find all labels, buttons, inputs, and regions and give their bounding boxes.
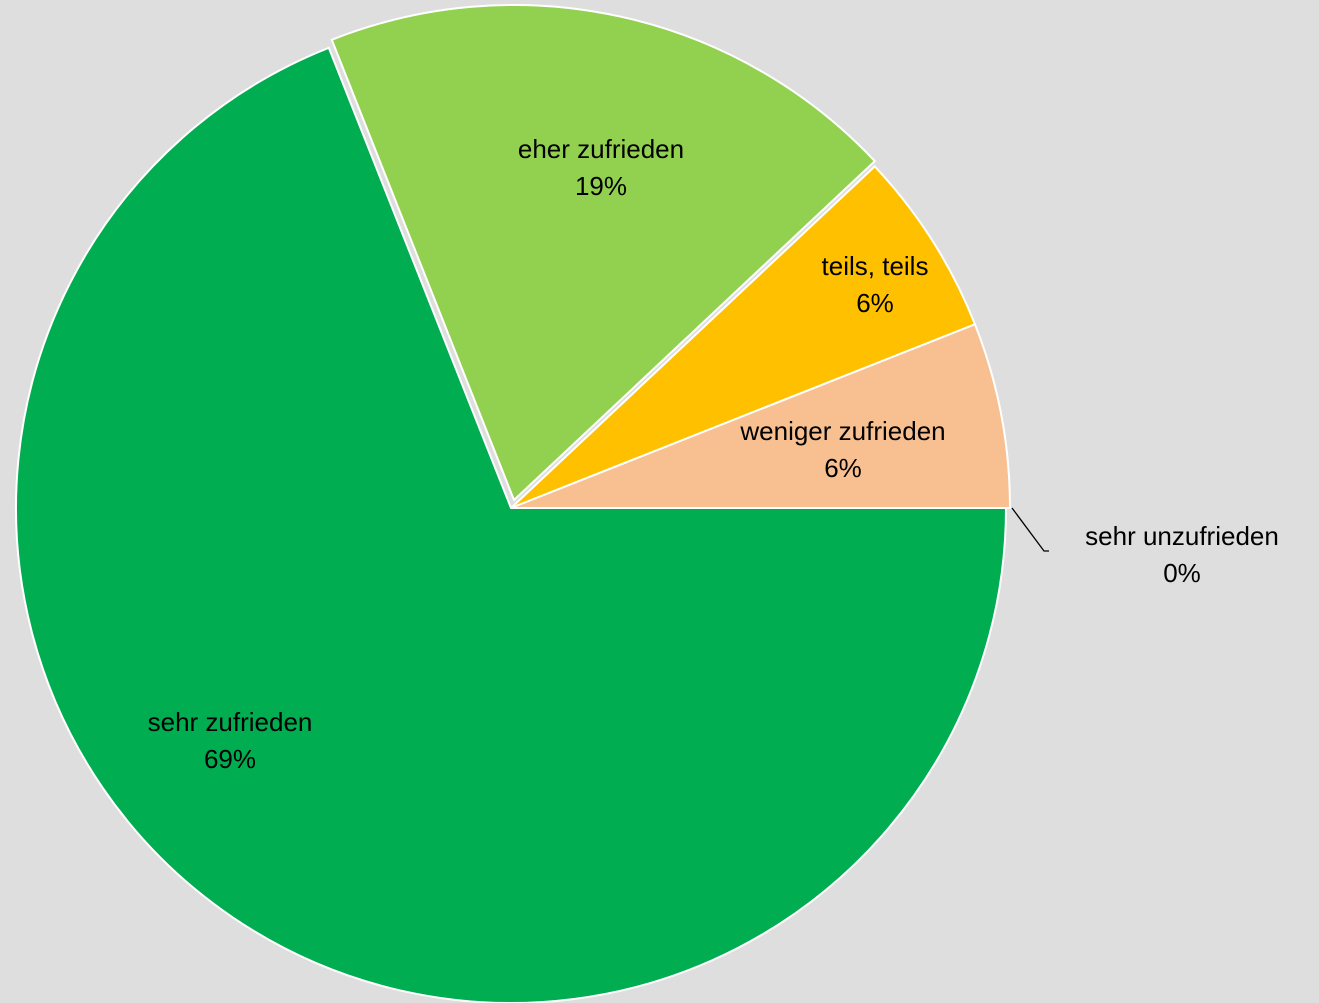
- slice-label-sehr-zufrieden: sehr zufrieden: [148, 707, 313, 737]
- slice-label-eher-zufrieden: eher zufrieden: [518, 134, 684, 164]
- slice-value-teils-teils: 6%: [856, 288, 894, 318]
- slice-value-sehr-unzufrieden: 0%: [1163, 558, 1201, 588]
- slice-value-weniger-zufrieden: 6%: [824, 453, 862, 483]
- slice-label-weniger-zufrieden: weniger zufrieden: [739, 416, 945, 446]
- pie-slice-weniger-zufrieden: [510, 323, 1012, 509]
- pie-slice-teils-teils: [510, 164, 977, 509]
- leader-line-sehr-unzufrieden: [1011, 507, 1049, 552]
- pie-slice-eher-zufrieden: [330, 4, 877, 502]
- pie-slice-sehr-zufrieden: [15, 46, 1008, 1003]
- slice-label-sehr-unzufrieden: sehr unzufrieden: [1085, 521, 1279, 551]
- slice-label-teils-teils: teils, teils: [822, 251, 929, 281]
- slice-value-sehr-zufrieden: 69%: [204, 744, 256, 774]
- slice-value-eher-zufrieden: 19%: [575, 171, 627, 201]
